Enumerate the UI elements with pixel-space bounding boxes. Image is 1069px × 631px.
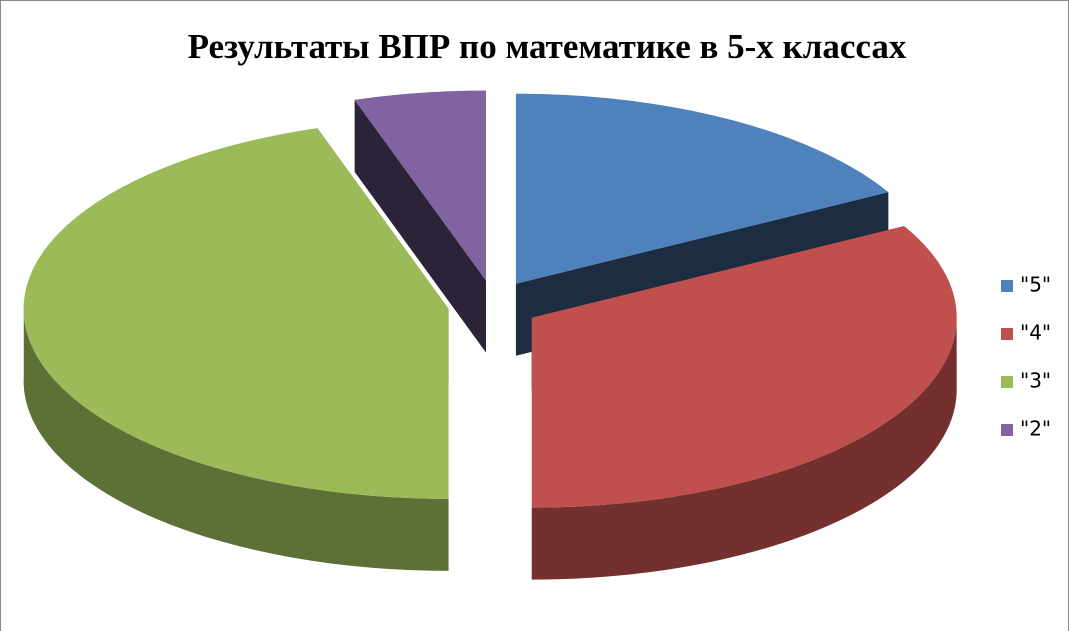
legend-label: "5" [1020, 273, 1051, 297]
pie-slice [531, 226, 957, 580]
slice-top [23, 128, 449, 499]
chart-title: Результаты ВПР по математике в 5-х класс… [188, 27, 907, 66]
legend-swatch [1001, 280, 1013, 292]
legend-label: "2" [1020, 417, 1051, 441]
pie-slice [354, 90, 486, 353]
slice-top [354, 90, 486, 281]
slice-top [531, 226, 957, 508]
slice-rim [531, 314, 957, 580]
legend-swatch [1001, 376, 1013, 388]
legend-swatch [1001, 424, 1013, 436]
slice-top [515, 93, 889, 284]
pie-slice [23, 128, 449, 571]
slice-rim [23, 302, 449, 571]
legend-label: "3" [1020, 369, 1051, 393]
legend-swatch [1001, 328, 1013, 340]
legend-label: "4" [1020, 321, 1051, 345]
slice-wall [354, 99, 486, 353]
